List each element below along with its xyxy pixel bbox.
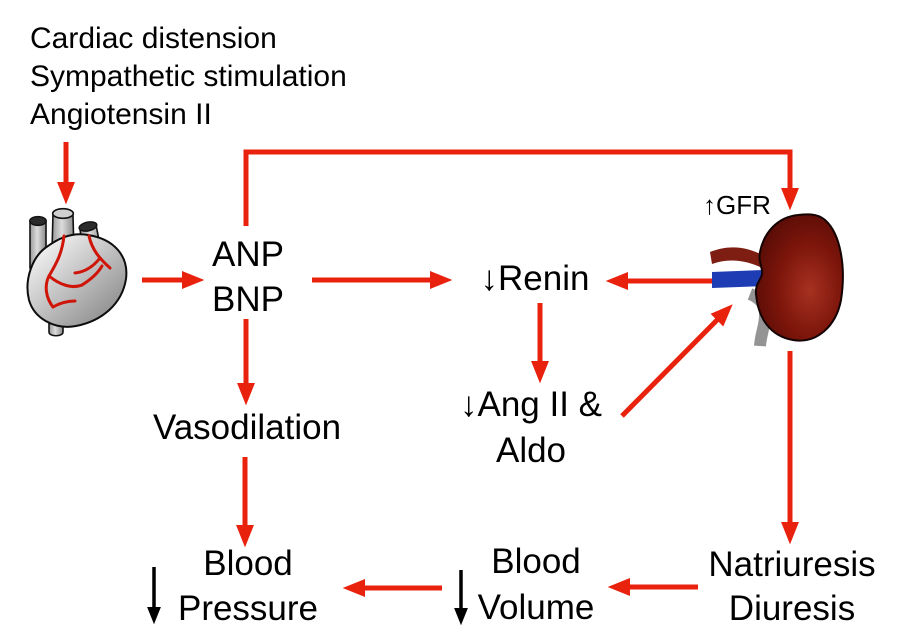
renal-artery xyxy=(710,247,764,268)
blood-volume-line1: Blood xyxy=(491,542,581,581)
blood-pressure-line1: Blood xyxy=(203,544,293,583)
stimulus-sympathetic-stimulation: Sympathetic stimulation xyxy=(30,60,347,93)
node-vasodilation: Vasodilation xyxy=(152,408,342,447)
diuresis-label: Diuresis xyxy=(728,589,856,628)
coronary-arteries xyxy=(44,234,112,309)
node-blood-pressure-decreased: Blood Pressure xyxy=(178,541,318,631)
angii-label: ↓Ang II & xyxy=(459,385,603,424)
stimulus-cardiac-distension: Cardiac distension xyxy=(30,22,277,55)
blood-volume-line2: Volume xyxy=(477,588,595,627)
natriuresis-label: Natriuresis xyxy=(708,545,876,584)
node-angii-aldo-decreased: ↓Ang II & Aldo xyxy=(460,382,602,474)
kidney-icon xyxy=(710,213,844,347)
stimulus-angiotensin-ii: Angiotensin II xyxy=(30,98,212,131)
node-natriuresis-diuresis: Natriuresis Diuresis xyxy=(708,543,875,631)
node-anp-bnp: ANP BNP xyxy=(212,232,284,322)
node-blood-volume-decreased: Blood Volume xyxy=(478,539,595,631)
heart-icon xyxy=(26,207,128,337)
blood-pressure-line2: Pressure xyxy=(177,589,319,628)
anp-label: ANP xyxy=(212,235,284,274)
renal-vein xyxy=(712,270,765,288)
node-renin-decreased: ↓Renin xyxy=(480,259,590,298)
stimuli-list: Cardiac distension Sympathetic stimulati… xyxy=(30,20,347,134)
bnp-label: BNP xyxy=(212,280,284,319)
node-gfr-increased: ↑GFR xyxy=(703,190,771,220)
aldo-label: Aldo xyxy=(495,431,567,470)
